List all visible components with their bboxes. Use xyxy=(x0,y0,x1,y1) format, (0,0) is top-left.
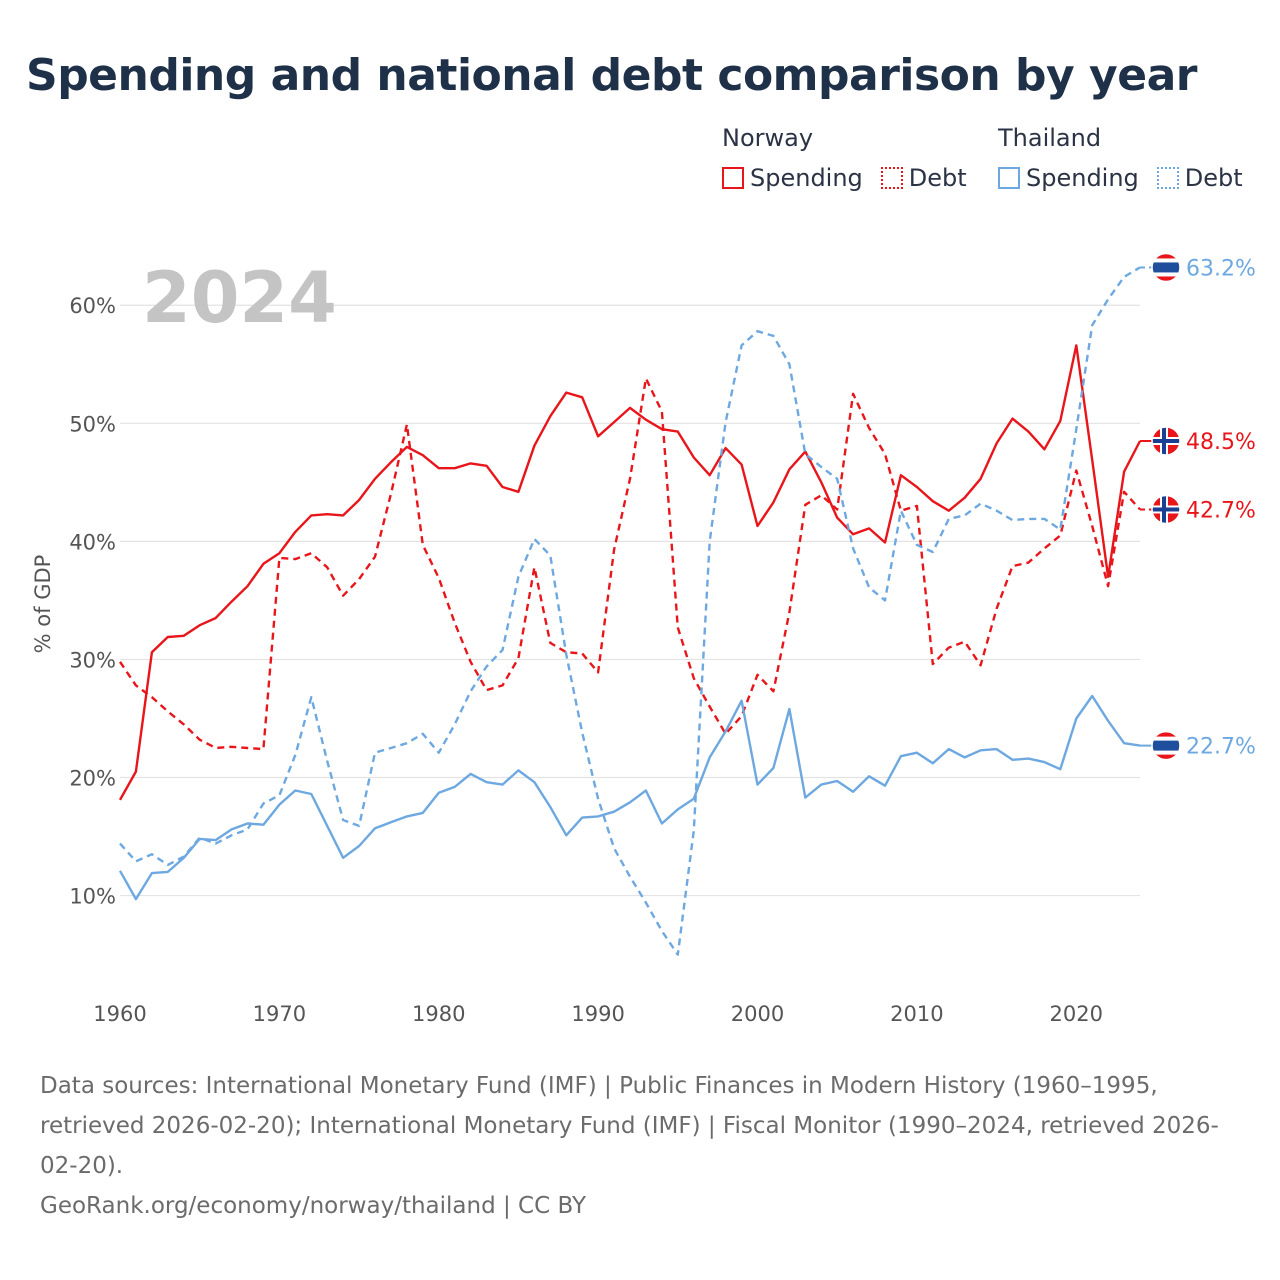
end-marker-norway-spending: 48.5% xyxy=(1140,426,1256,456)
end-labels: 48.5% 42.7% 22.7% 63.2% xyxy=(1140,252,1256,761)
legend-thailand: Thailand Spending Debt xyxy=(998,124,1243,192)
end-value-label: 22.7% xyxy=(1186,735,1256,760)
y-tick-label: 30% xyxy=(69,648,116,672)
y-tick-label: 40% xyxy=(69,530,116,554)
chart-title: Spending and national debt comparison by… xyxy=(26,50,1197,101)
y-tick-label: 20% xyxy=(69,766,116,790)
norway-flag-icon xyxy=(1151,426,1181,456)
legend-thailand-debt[interactable]: Debt xyxy=(1156,164,1243,192)
legend-label: Debt xyxy=(1184,164,1243,192)
credit-link[interactable]: GeoRank.org/economy/norway/thailand | CC… xyxy=(40,1193,587,1219)
series-thailand-debt[interactable] xyxy=(119,266,1141,956)
legend-solid-swatch xyxy=(722,167,744,189)
legend-thailand-spending[interactable]: Spending xyxy=(998,164,1139,192)
x-tick-label: 1980 xyxy=(412,1002,465,1026)
y-tick-label: 50% xyxy=(69,412,116,436)
end-value-label: 42.7% xyxy=(1186,498,1256,523)
legend-dotted-swatch xyxy=(880,167,903,189)
data-sources: Data sources: International Monetary Fun… xyxy=(40,1073,1219,1179)
y-tick-label: 10% xyxy=(69,885,116,909)
y-tick-label: 60% xyxy=(69,294,116,318)
legend-norway: Norway Spending Debt xyxy=(722,124,967,192)
line-chart: 2024 10% 20% 30% 40% 50% 60% 1960 1970 1980 1990 2… xyxy=(31,252,1256,1026)
grid xyxy=(120,304,1140,897)
legend-country-norway: Norway xyxy=(722,124,814,152)
legend-label: Spending xyxy=(1026,164,1139,192)
x-tick-label: 2020 xyxy=(1050,1002,1103,1026)
axis-ticks: 10% 20% 30% 40% 50% 60% 1960 1970 1980 1990 2000 20… xyxy=(69,294,1103,1026)
series xyxy=(118,266,1142,956)
end-marker-thailand-debt: 63.2% xyxy=(1140,252,1256,283)
norway-flag-icon xyxy=(1151,494,1181,525)
x-tick-label: 2010 xyxy=(890,1002,943,1026)
x-tick-label: 1990 xyxy=(571,1002,624,1026)
year-watermark: 2024 xyxy=(142,257,337,339)
end-value-label: 48.5% xyxy=(1186,430,1256,455)
legend-label: Spending xyxy=(750,164,863,192)
end-marker-thailand-spending: 22.7% xyxy=(1140,730,1256,761)
x-tick-label: 1970 xyxy=(253,1002,306,1026)
series-norway-debt[interactable] xyxy=(119,377,1141,751)
thailand-flag-icon xyxy=(1151,252,1181,283)
legend-solid-swatch xyxy=(998,167,1020,189)
series-norway-spending[interactable] xyxy=(118,344,1142,801)
legend-dotted-swatch xyxy=(1156,167,1179,189)
thailand-flag-icon xyxy=(1151,730,1181,761)
legend-country-thailand: Thailand xyxy=(998,124,1102,152)
x-tick-label: 1960 xyxy=(93,1002,146,1026)
end-value-label: 63.2% xyxy=(1186,256,1256,281)
legend-norway-debt[interactable]: Debt xyxy=(880,164,967,192)
x-tick-label: 2000 xyxy=(731,1002,784,1026)
end-marker-norway-debt: 42.7% xyxy=(1140,494,1256,525)
y-axis-label: % of GDP xyxy=(31,555,55,654)
legend-label: Debt xyxy=(908,164,967,192)
legend-norway-spending[interactable]: Spending xyxy=(722,164,863,192)
series-thailand-spending[interactable] xyxy=(118,694,1141,901)
footer: Data sources: International Monetary Fun… xyxy=(40,1066,1240,1226)
